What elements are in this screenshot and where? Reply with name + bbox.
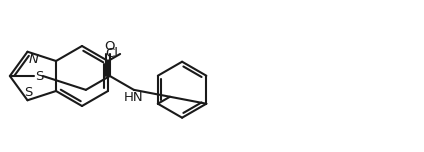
Text: Cl: Cl: [105, 47, 118, 60]
Text: N: N: [28, 53, 38, 66]
Text: S: S: [24, 86, 33, 99]
Text: O: O: [105, 40, 115, 53]
Text: HN: HN: [124, 91, 144, 104]
Text: S: S: [35, 69, 43, 83]
